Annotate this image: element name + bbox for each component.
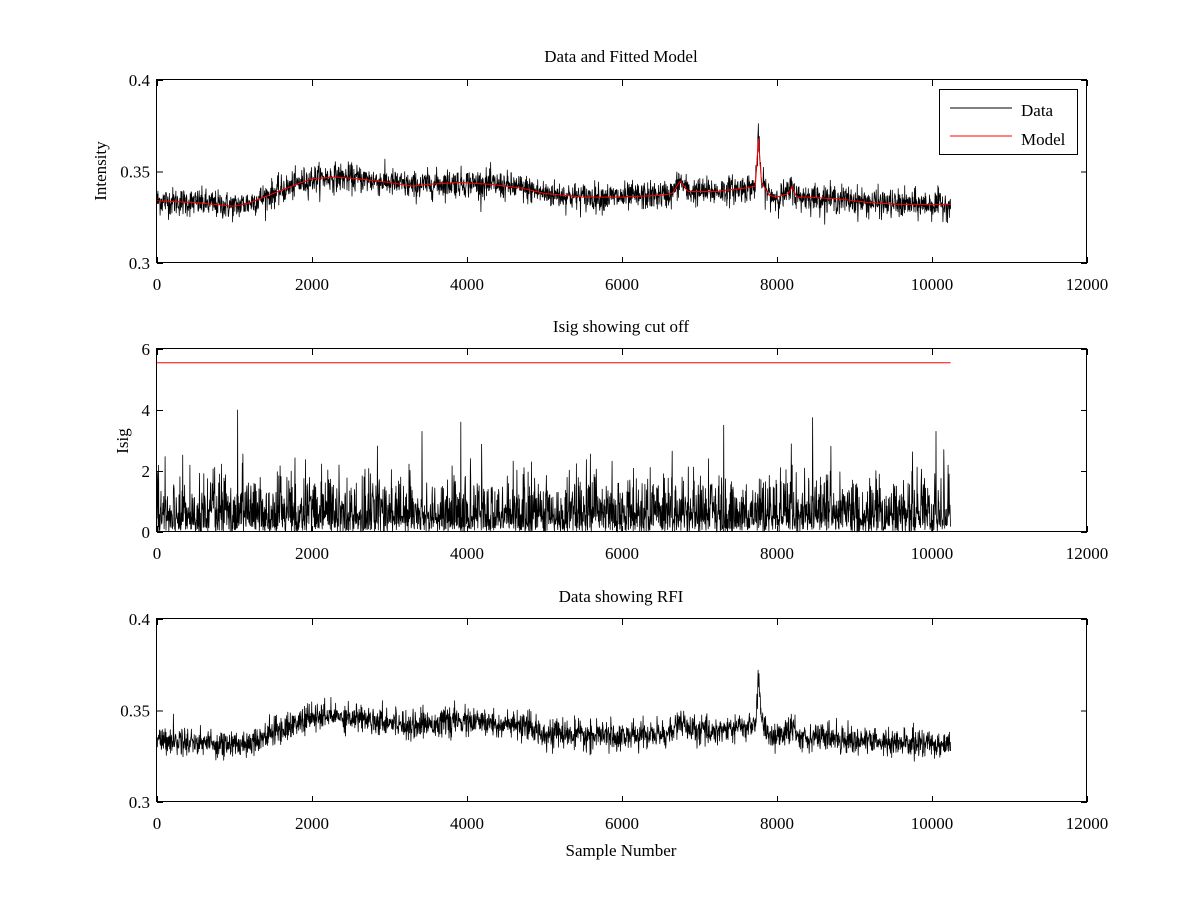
x-tick-label: 8000 <box>760 544 794 563</box>
x-tick-label: 8000 <box>760 275 794 294</box>
y-tick-label: 0.4 <box>129 610 151 629</box>
x-tick-label: 4000 <box>450 275 484 294</box>
series-line-data <box>156 669 951 762</box>
x-tick-label: 4000 <box>450 544 484 563</box>
series-line-model <box>156 138 951 207</box>
panel-2-series <box>156 362 951 533</box>
x-tick-label: 0 <box>153 544 162 563</box>
x-tick-label: 2000 <box>295 275 329 294</box>
x-tick-label: 0 <box>153 275 162 294</box>
panel-2: Isig showing cut off Isig 0 2000 4000 6000 8… <box>113 317 1108 563</box>
panel-1-ticks: 0 2000 4000 6000 8000 10000 12000 0.3 0.35 0.4 <box>120 71 1108 294</box>
y-tick-label: 4 <box>142 401 151 420</box>
x-tick-label: 10000 <box>911 275 954 294</box>
legend-data-label: Data <box>1021 101 1054 120</box>
panel-3-title: Data showing RFI <box>559 587 684 606</box>
panel-3: Data showing RFI 0 2000 4000 6000 8000 10000 1… <box>120 587 1108 860</box>
legend-model-label: Model <box>1021 130 1066 149</box>
x-tick-label: 2000 <box>295 544 329 563</box>
panel-1-axes-box <box>156 79 1087 263</box>
y-tick-label: 0.35 <box>120 163 150 182</box>
legend: Data Model <box>939 89 1078 155</box>
series-line-data <box>156 123 951 225</box>
panel-3-xlabel: Sample Number <box>566 841 677 860</box>
x-tick-label: 0 <box>153 814 162 833</box>
x-tick-label: 6000 <box>605 814 639 833</box>
x-tick-label: 10000 <box>911 814 954 833</box>
y-tick-label: 0.3 <box>129 254 150 273</box>
panel-2-axes-box <box>156 348 1087 532</box>
x-tick-label: 6000 <box>605 275 639 294</box>
x-tick-label: 12000 <box>1066 814 1109 833</box>
panel-3-ticks: 0 2000 4000 6000 8000 10000 12000 0.3 0.35 0.4 <box>120 610 1108 833</box>
series-line-isig <box>156 409 951 533</box>
legend-box <box>939 89 1078 155</box>
x-tick-label: 12000 <box>1066 275 1109 294</box>
panel-2-ylabel: Isig <box>113 428 132 454</box>
y-tick-label: 0.4 <box>129 71 151 90</box>
panel-3-axes-box <box>156 618 1087 802</box>
y-tick-label: 0 <box>142 523 151 542</box>
panel-3-series <box>156 669 951 762</box>
panel-1: Data and Fitted Model Intensity 0 2000 400… <box>91 47 1108 294</box>
panel-2-ticks: 0 2000 4000 6000 8000 10000 12000 0 2 4 6 <box>142 340 1109 563</box>
x-tick-label: 8000 <box>760 814 794 833</box>
x-tick-label: 6000 <box>605 544 639 563</box>
x-tick-label: 4000 <box>450 814 484 833</box>
panel-2-title: Isig showing cut off <box>553 317 689 336</box>
y-tick-label: 6 <box>142 340 151 359</box>
x-tick-label: 10000 <box>911 544 954 563</box>
y-tick-label: 0.35 <box>120 702 150 721</box>
panel-1-series <box>156 123 951 225</box>
x-tick-label: 2000 <box>295 814 329 833</box>
panel-1-ylabel: Intensity <box>91 141 110 201</box>
panel-1-title: Data and Fitted Model <box>544 47 698 66</box>
y-tick-label: 2 <box>142 462 151 481</box>
y-tick-label: 0.3 <box>129 793 150 812</box>
x-tick-label: 12000 <box>1066 544 1109 563</box>
